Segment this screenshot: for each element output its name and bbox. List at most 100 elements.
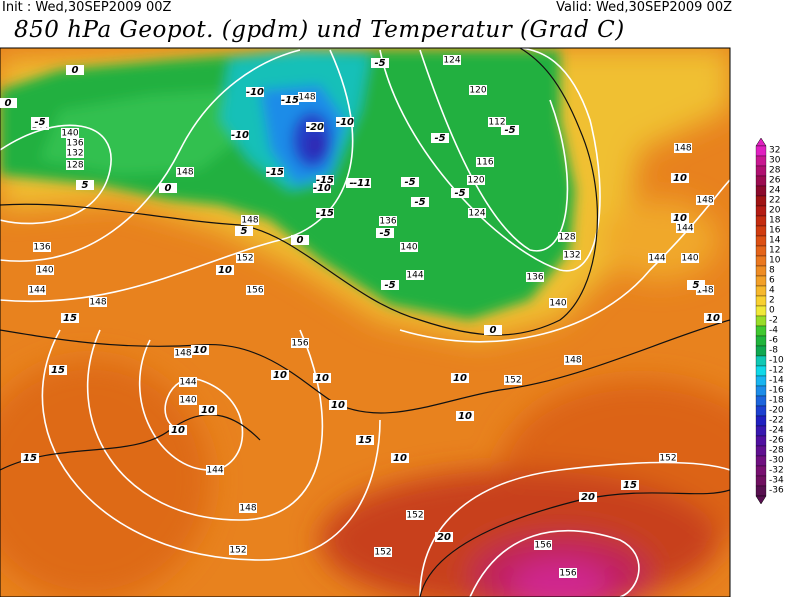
temperature-label: -5 [379, 228, 390, 239]
temperature-label-box [451, 373, 469, 383]
geopotential-label: 132 [563, 251, 580, 261]
colorbar-swatch [755, 285, 767, 297]
temperature-label-box [356, 435, 374, 445]
temperature-label-box [0, 98, 17, 108]
geopotential-label-box [176, 167, 194, 177]
colorbar-swatch [755, 255, 767, 267]
temperature-label: -5 [504, 125, 515, 136]
colorbar-label: 14 [769, 236, 781, 246]
geopotential-label: 140 [681, 254, 698, 264]
geopotential-label: 140 [179, 396, 196, 406]
geopotential-label-box [468, 208, 486, 218]
temperature-label-box [306, 122, 324, 132]
geopotential-label: 152 [406, 511, 423, 521]
colorbar-swatch [755, 345, 767, 357]
colorbar-swatch [755, 245, 767, 257]
geopotential-label-box [443, 55, 461, 65]
temperature-label-box [336, 117, 354, 127]
geopotential-label-box [476, 157, 494, 167]
geopotential-label-box [239, 503, 257, 513]
geopotential-label: 112 [488, 118, 505, 128]
geopotential-label-box [559, 568, 577, 578]
colorbar-label: 16 [769, 226, 781, 236]
valid-time: Valid: Wed,30SEP2009 00Z [556, 0, 732, 15]
geopotential-label: 148 [298, 93, 315, 103]
geopotential-label-box [563, 250, 581, 260]
geopotential-label-box [564, 355, 582, 365]
geopotential-label: 144 [648, 254, 665, 264]
geopotential-label-box [66, 138, 84, 148]
geopotential-label: 144 [676, 224, 693, 234]
temperature-label: 10 [315, 373, 329, 384]
temperature-contours [0, 48, 730, 597]
geopotential-label: 144 [28, 286, 45, 296]
colorbar-swatch [755, 425, 767, 437]
geopotential-label-box [66, 160, 84, 170]
temperature-label-box [199, 405, 217, 415]
temperature-label: 15 [51, 365, 65, 376]
temperature-label-box [313, 373, 331, 383]
geopotential-label: 140 [400, 243, 417, 253]
colorbar-swatch [755, 405, 767, 417]
geopotential-label: 120 [467, 176, 484, 186]
temperature-label: 10 [706, 313, 720, 324]
colorbar-swatch [755, 195, 767, 207]
colorbar-swatch [755, 415, 767, 427]
colorbar-label: -4 [769, 326, 778, 336]
temperature-label-box [291, 235, 309, 245]
temperature-label: -5 [384, 280, 395, 291]
geopotential-label-box [179, 395, 197, 405]
colorbar-swatch [755, 165, 767, 177]
geopotential-label-box [526, 272, 544, 282]
colorbar-label: 2 [769, 296, 775, 306]
temperature-label-box [353, 178, 371, 188]
temperature-label: -10 [313, 183, 331, 194]
colorbar-label: -16 [769, 386, 784, 396]
temperature-label-box [671, 173, 689, 183]
temperature-label-box [216, 265, 234, 275]
colorbar-swatch [755, 145, 767, 157]
temperature-label-box [391, 453, 409, 463]
colorbar-label: 6 [769, 276, 775, 286]
temperature-label-box [235, 226, 253, 236]
colorbar-label: -36 [769, 486, 784, 496]
colorbar-swatch [755, 355, 767, 367]
geopotential-label: 124 [468, 209, 485, 219]
geopotential-label-box [504, 375, 522, 385]
temperature-label-box [376, 228, 394, 238]
temperature-label-box [621, 480, 639, 490]
temperature-label-box [435, 532, 453, 542]
temperature-label-box [329, 400, 347, 410]
temperature-label-box [271, 370, 289, 380]
geopotential-label: 148 [564, 356, 581, 366]
temperature-label: -20 [306, 122, 324, 133]
temperature-label-box [579, 492, 597, 502]
colorbar-label: -32 [769, 466, 784, 476]
temperature-label: -5 [34, 117, 45, 128]
geopotential-label-box [400, 242, 418, 252]
colorbar-top-arrow [755, 137, 767, 147]
temperature-field [0, 48, 730, 597]
geopotential-label: 156 [559, 569, 576, 579]
temperature-label-box [313, 183, 331, 193]
temperature-label: 0 [165, 183, 172, 194]
temperature-label-box [687, 280, 705, 290]
temperature-label: 10 [458, 411, 472, 422]
colorbar-swatch [755, 485, 767, 497]
geopotential-label-box [659, 453, 677, 463]
colorbar-label: -28 [769, 446, 784, 456]
colorbar-label: -8 [769, 346, 778, 356]
colorbar-label: -2 [769, 316, 778, 326]
colorbar-label: -18 [769, 396, 784, 406]
colorbar-swatch [755, 185, 767, 197]
temperature-label-box [451, 188, 469, 198]
geopotential-label-box [246, 285, 264, 295]
geopotential-label: 148 [176, 168, 193, 178]
temperature-label: 10 [193, 345, 207, 356]
geopotential-label: 140 [36, 266, 53, 276]
temperature-label: -10 [231, 130, 249, 141]
colorbar-label: 30 [769, 156, 781, 166]
colorbar-label: 12 [769, 246, 780, 256]
colorbar-label: -12 [769, 366, 784, 376]
colorbar-label: 24 [769, 186, 781, 196]
